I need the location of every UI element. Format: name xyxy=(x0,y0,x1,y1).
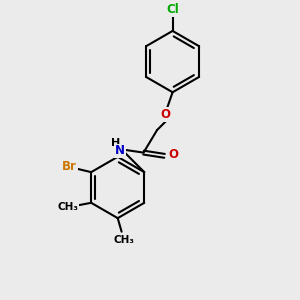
Text: H: H xyxy=(111,138,120,148)
Text: O: O xyxy=(160,108,170,121)
Text: Cl: Cl xyxy=(166,3,179,16)
Text: N: N xyxy=(115,145,125,158)
Text: CH₃: CH₃ xyxy=(57,202,78,212)
Text: CH₃: CH₃ xyxy=(114,235,135,245)
Text: Br: Br xyxy=(62,160,77,173)
Text: O: O xyxy=(169,148,178,161)
